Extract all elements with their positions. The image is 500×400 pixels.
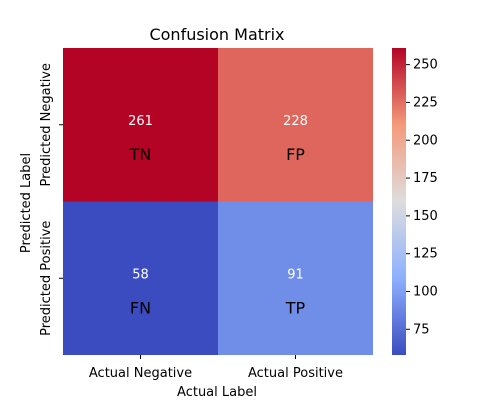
heatmap-cell xyxy=(63,48,218,202)
heatmap-cell xyxy=(218,48,373,202)
cell-value-label: 91 xyxy=(287,268,304,283)
heatmap-cells: 261 TN 228 FP 58 FN 91 TP xyxy=(63,48,373,355)
x-tick-label: Actual Negative xyxy=(89,366,192,381)
y-axis-label: Predicted Label xyxy=(19,153,34,253)
cell-category-label: FP xyxy=(286,145,305,164)
colorbar-tick-label: 150 xyxy=(413,209,438,224)
cell-category-label: TP xyxy=(285,299,306,318)
y-axis-ticks: Predicted Negative Predicted Positive xyxy=(39,63,63,336)
colorbar-tick-label: 225 xyxy=(413,95,438,110)
heatmap-cell xyxy=(63,201,218,355)
x-tick-label: Actual Positive xyxy=(248,366,343,381)
y-tick-label: Predicted Negative xyxy=(39,63,54,187)
cell-category-label: TN xyxy=(129,145,152,164)
cell-value-label: 58 xyxy=(132,268,149,283)
chart-title: Confusion Matrix xyxy=(149,25,284,44)
heatmap-cell xyxy=(218,201,373,355)
x-axis-label: Actual Label xyxy=(177,385,257,400)
y-tick-label: Predicted Positive xyxy=(39,221,54,336)
colorbar xyxy=(392,48,406,355)
colorbar-ticks: 75 100 125 150 175 200 225 250 xyxy=(406,58,438,337)
colorbar-tick-label: 125 xyxy=(413,247,438,262)
colorbar-tick-label: 200 xyxy=(413,133,438,148)
colorbar-tick-label: 175 xyxy=(413,171,438,186)
colorbar-tick-label: 100 xyxy=(413,284,438,299)
colorbar-tick-label: 75 xyxy=(413,322,430,337)
x-axis-ticks: Actual Negative Actual Positive xyxy=(89,355,343,381)
colorbar-tick-label: 250 xyxy=(413,58,438,73)
cell-value-label: 228 xyxy=(283,114,308,129)
cell-value-label: 261 xyxy=(128,114,153,129)
cell-category-label: FN xyxy=(130,299,151,318)
